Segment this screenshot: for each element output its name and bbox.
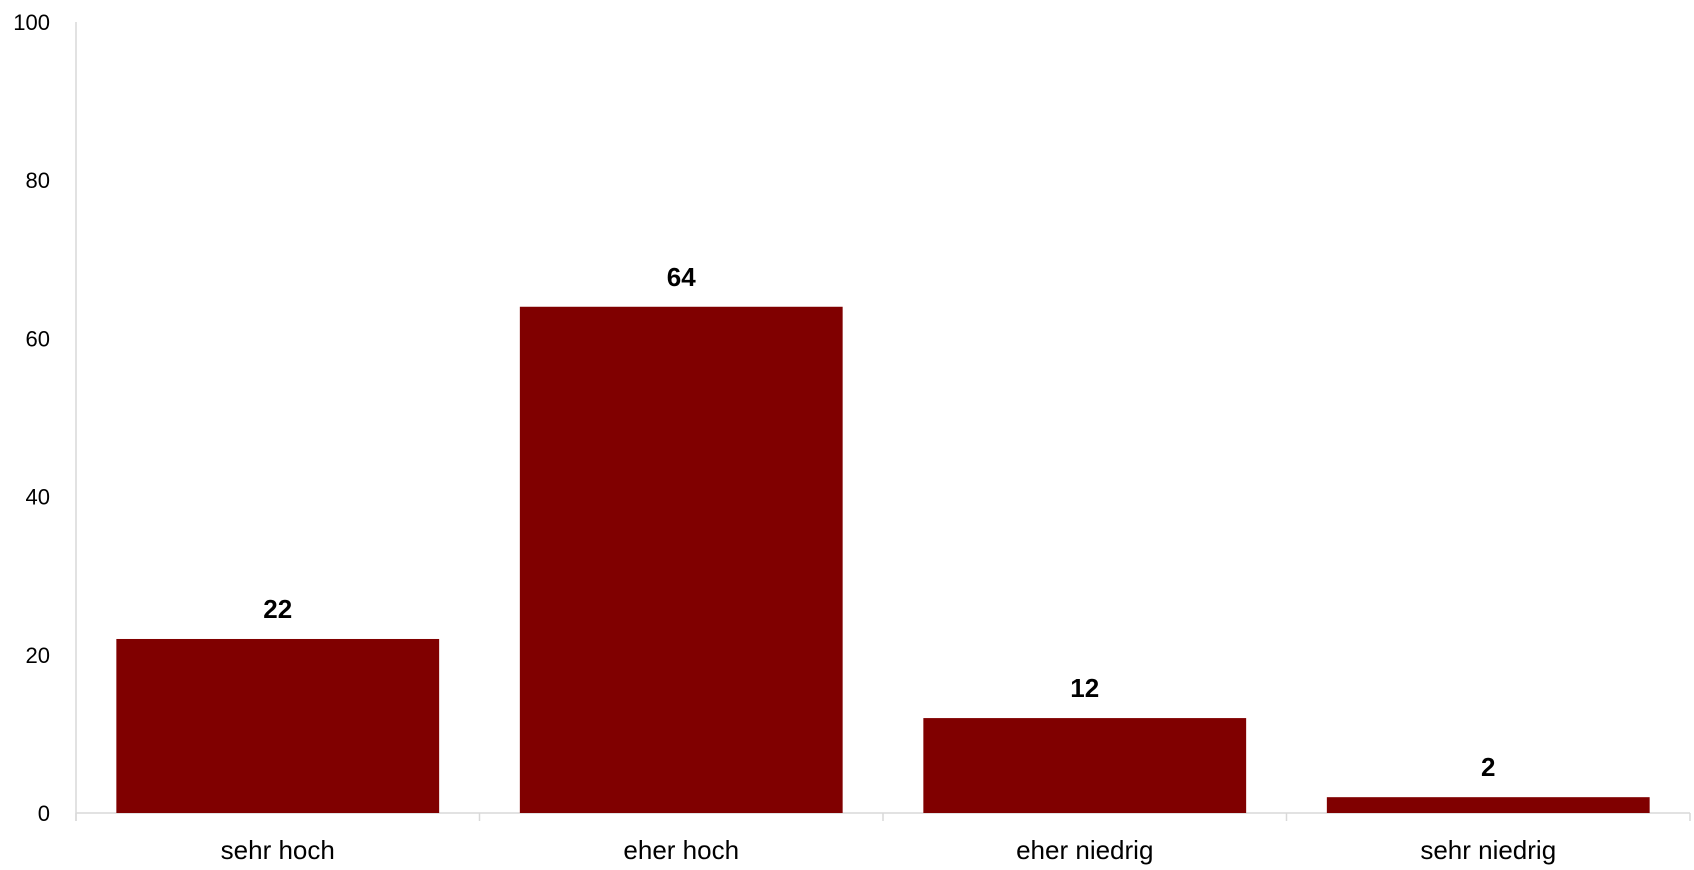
data-labels: 22 64 12 2	[263, 262, 1495, 782]
bar	[923, 718, 1247, 813]
x-category-label: eher niedrig	[1016, 835, 1153, 865]
bar	[116, 638, 440, 813]
data-label: 64	[667, 262, 696, 292]
y-tick-label: 40	[26, 485, 50, 510]
bars	[116, 306, 1650, 813]
x-axis: sehr hoch eher hoch eher niedrig sehr niedr…	[75, 812, 1691, 865]
y-tick-label: 100	[13, 10, 50, 35]
y-tick-label: 0	[38, 801, 50, 826]
data-label: 2	[1481, 752, 1495, 782]
x-category-label: sehr niedrig	[1420, 835, 1556, 865]
data-label: 22	[263, 594, 292, 624]
y-tick-label: 20	[26, 643, 50, 668]
y-tick-label: 80	[26, 168, 50, 193]
data-label: 12	[1070, 673, 1099, 703]
x-category-label: eher hoch	[623, 835, 739, 865]
bar	[519, 306, 843, 813]
bar	[1326, 797, 1650, 813]
x-category-label: sehr hoch	[221, 835, 335, 865]
y-tick-label: 60	[26, 326, 50, 351]
y-axis: 0 20 40 60 80 100	[13, 10, 77, 826]
